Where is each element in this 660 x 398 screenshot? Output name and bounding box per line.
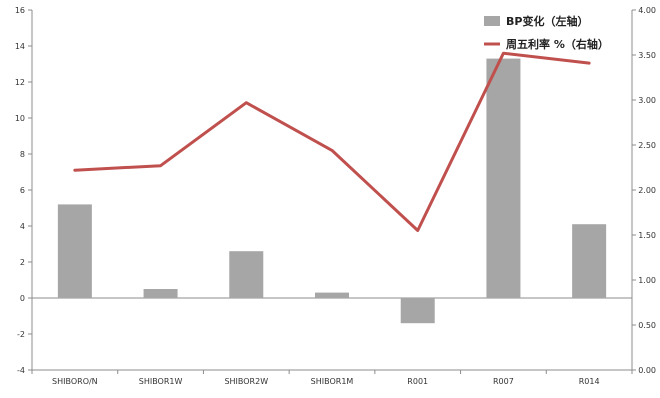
left-tick-label: 2 <box>20 258 25 267</box>
bar-series <box>58 59 606 324</box>
bar <box>58 204 92 298</box>
bar <box>229 251 263 298</box>
legend: BP变化（左轴） 周五利率 %（右轴） <box>484 14 609 51</box>
right-tick-label: 0.50 <box>638 321 656 330</box>
bar <box>401 298 435 323</box>
category-label: SHIBOR1W <box>139 377 183 386</box>
left-tick-label: 12 <box>15 78 25 87</box>
right-tick-label: 3.00 <box>638 96 656 105</box>
axis-labels: -4 -2 0 2 4 6 8 10 12 14 16 0.00 0.50 1.00 1.50 2.00 2.5… <box>15 6 656 386</box>
left-tick-label: 8 <box>20 150 25 159</box>
category-label: SHIBOR1M <box>311 377 354 386</box>
right-tick-label: 4.00 <box>638 6 656 15</box>
category-label: R014 <box>579 377 600 386</box>
right-tick-label: 0.00 <box>638 366 656 375</box>
bar <box>315 293 349 298</box>
legend-label-bar: BP变化（左轴） <box>506 14 588 28</box>
right-tick-label: 2.00 <box>638 186 656 195</box>
left-tick-label: -2 <box>17 330 25 339</box>
right-tick-label: 3.50 <box>638 51 656 60</box>
bar <box>486 59 520 298</box>
category-label: R001 <box>407 377 428 386</box>
right-tick-label: 1.00 <box>638 276 656 285</box>
category-label: SHIBOR2W <box>224 377 268 386</box>
right-tick-label: 2.50 <box>638 141 656 150</box>
left-tick-label: 4 <box>20 222 25 231</box>
bar <box>144 289 178 298</box>
left-tick-label: -4 <box>17 366 25 375</box>
bar <box>572 224 606 298</box>
axes <box>28 10 636 374</box>
legend-label-line: 周五利率 %（右轴） <box>506 37 609 51</box>
left-tick-label: 10 <box>15 114 25 123</box>
left-tick-label: 16 <box>15 6 25 15</box>
left-tick-label: 6 <box>20 186 25 195</box>
category-label: R007 <box>493 377 514 386</box>
category-label: SHIBORO/N <box>52 377 98 386</box>
left-tick-label: 0 <box>20 294 25 303</box>
legend-swatch-bar <box>484 16 500 26</box>
right-tick-label: 1.50 <box>638 231 656 240</box>
left-tick-label: 14 <box>15 42 25 51</box>
